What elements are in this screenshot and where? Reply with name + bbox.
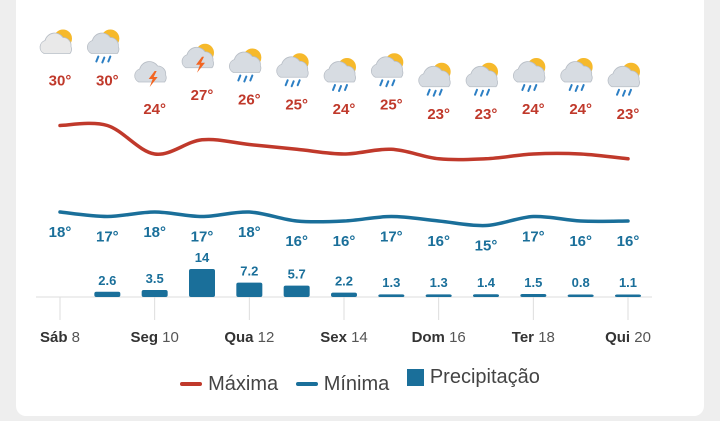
min-temp-label: 17° [380,229,403,246]
x-tick-date: 18 [538,329,555,346]
max-temp-label: 23° [427,106,450,123]
partly-cloudy-rain-icon [370,53,404,88]
max-temp-label: 27° [191,87,214,104]
min-temp-label: 16° [427,233,450,250]
max-temp-label: 24° [333,101,356,118]
x-tick-label: Sex 14 [320,329,368,346]
chart-legend: Máxima Mínima Precipitação [0,366,720,396]
precip-bar[interactable] [425,294,452,297]
min-temp-label: 18° [49,224,72,241]
x-tick-day: Sex [320,329,351,346]
min-temp-label: 16° [333,233,356,250]
x-tick-date: 20 [634,329,651,346]
max-temp-label: 24° [143,101,166,118]
min-temp-label: 16° [569,233,592,250]
x-tick-day: Dom [412,329,450,346]
partly-cloudy-thunderstorm-icon [181,43,214,73]
partly-cloudy-rain-icon [465,62,498,97]
min-temp-label: 17° [522,229,545,246]
x-tick-label: Sáb 8 [40,329,80,346]
x-tick-date: 8 [72,329,80,346]
min-temp-label: 17° [96,229,119,246]
precip-label: 14 [195,250,210,265]
x-tick-label: Dom 16 [412,329,466,346]
partly-cloudy-rain-icon [86,29,120,64]
legend-item-max[interactable]: Máxima [180,373,278,396]
max-temp-label: 25° [380,96,403,113]
legend-max-swatch [180,382,203,386]
max-temp-label: 30° [49,73,72,90]
precip-bar[interactable] [520,294,547,297]
precip-bar[interactable] [236,282,263,297]
partly-cloudy-rain-icon [276,53,309,88]
partly-cloudy-rain-icon [560,58,593,92]
max-temp-label: 25° [285,96,308,113]
partly-cloudy-rain-icon [323,58,356,92]
max-temp-label: 23° [475,106,498,123]
precip-label: 1.5 [524,275,542,290]
min-temp-label: 17° [191,229,214,246]
legend-max-label: Máxima [208,372,279,395]
partly-cloudy-icon [39,29,72,54]
precip-bar[interactable] [567,294,594,298]
precip-label: 2.2 [335,274,353,289]
min-temp-label: 18° [143,224,166,241]
max-temp-line[interactable] [58,121,630,162]
precip-bar[interactable] [331,292,357,297]
x-tick-day: Ter [512,329,538,346]
precip-bar[interactable] [473,294,499,297]
precip-label: 1.4 [477,275,496,290]
precip-label: 0.8 [572,275,590,290]
min-temp-line[interactable] [58,210,630,228]
precip-label: 7.2 [240,264,258,279]
precip-bar[interactable] [94,291,121,297]
legend-min-label: Mínima [323,372,390,395]
precip-bar[interactable] [141,290,168,297]
min-temp-label: 18° [238,224,261,241]
x-tick-day: Qua [224,329,257,346]
legend-item-min[interactable]: Mínima [295,372,390,396]
precip-bar[interactable] [283,285,310,297]
precip-label: 1.3 [382,275,400,290]
thunderstorm-icon [134,61,167,87]
x-tick-day: Sáb [40,329,72,346]
partly-cloudy-rain-icon [512,58,546,92]
min-temp-label: 16° [285,233,308,250]
legend-precip-swatch [406,369,424,386]
x-tick-label: Ter 18 [512,329,555,346]
max-temp-label: 30° [96,73,119,90]
x-tick-label: Qui 20 [605,329,651,346]
min-temp-label: 15° [475,238,498,255]
x-tick-date: 12 [258,329,275,346]
precip-label: 2.6 [98,273,116,288]
precip-label: 5.7 [288,267,306,282]
min-temp-label: 16° [617,233,640,250]
max-temp-label: 24° [522,101,545,118]
precip-bar[interactable] [189,269,215,297]
partly-cloudy-rain-icon [228,48,262,83]
legend-item-precip[interactable]: Precipitação [406,366,540,389]
legend-min-swatch [295,382,318,386]
precip-label: 1.3 [430,275,448,290]
x-tick-day: Seg [130,329,162,346]
x-tick-date: 14 [351,329,368,346]
partly-cloudy-rain-icon [607,62,640,97]
x-tick-label: Qua 12 [224,329,274,346]
x-tick-date: 10 [162,329,179,346]
precip-bar[interactable] [615,294,641,298]
max-temp-label: 24° [569,101,592,118]
x-tick-label: Seg 10 [130,329,178,346]
max-temp-label: 26° [238,92,261,109]
precip-label: 1.1 [619,275,637,290]
x-tick-day: Qui [605,329,634,346]
partly-cloudy-rain-icon [418,62,451,97]
x-tick-date: 16 [449,329,466,346]
legend-precip-label: Precipitação [429,366,540,388]
precip-bar[interactable] [378,294,405,297]
max-temp-label: 23° [617,106,640,123]
precip-label: 3.5 [146,271,164,286]
